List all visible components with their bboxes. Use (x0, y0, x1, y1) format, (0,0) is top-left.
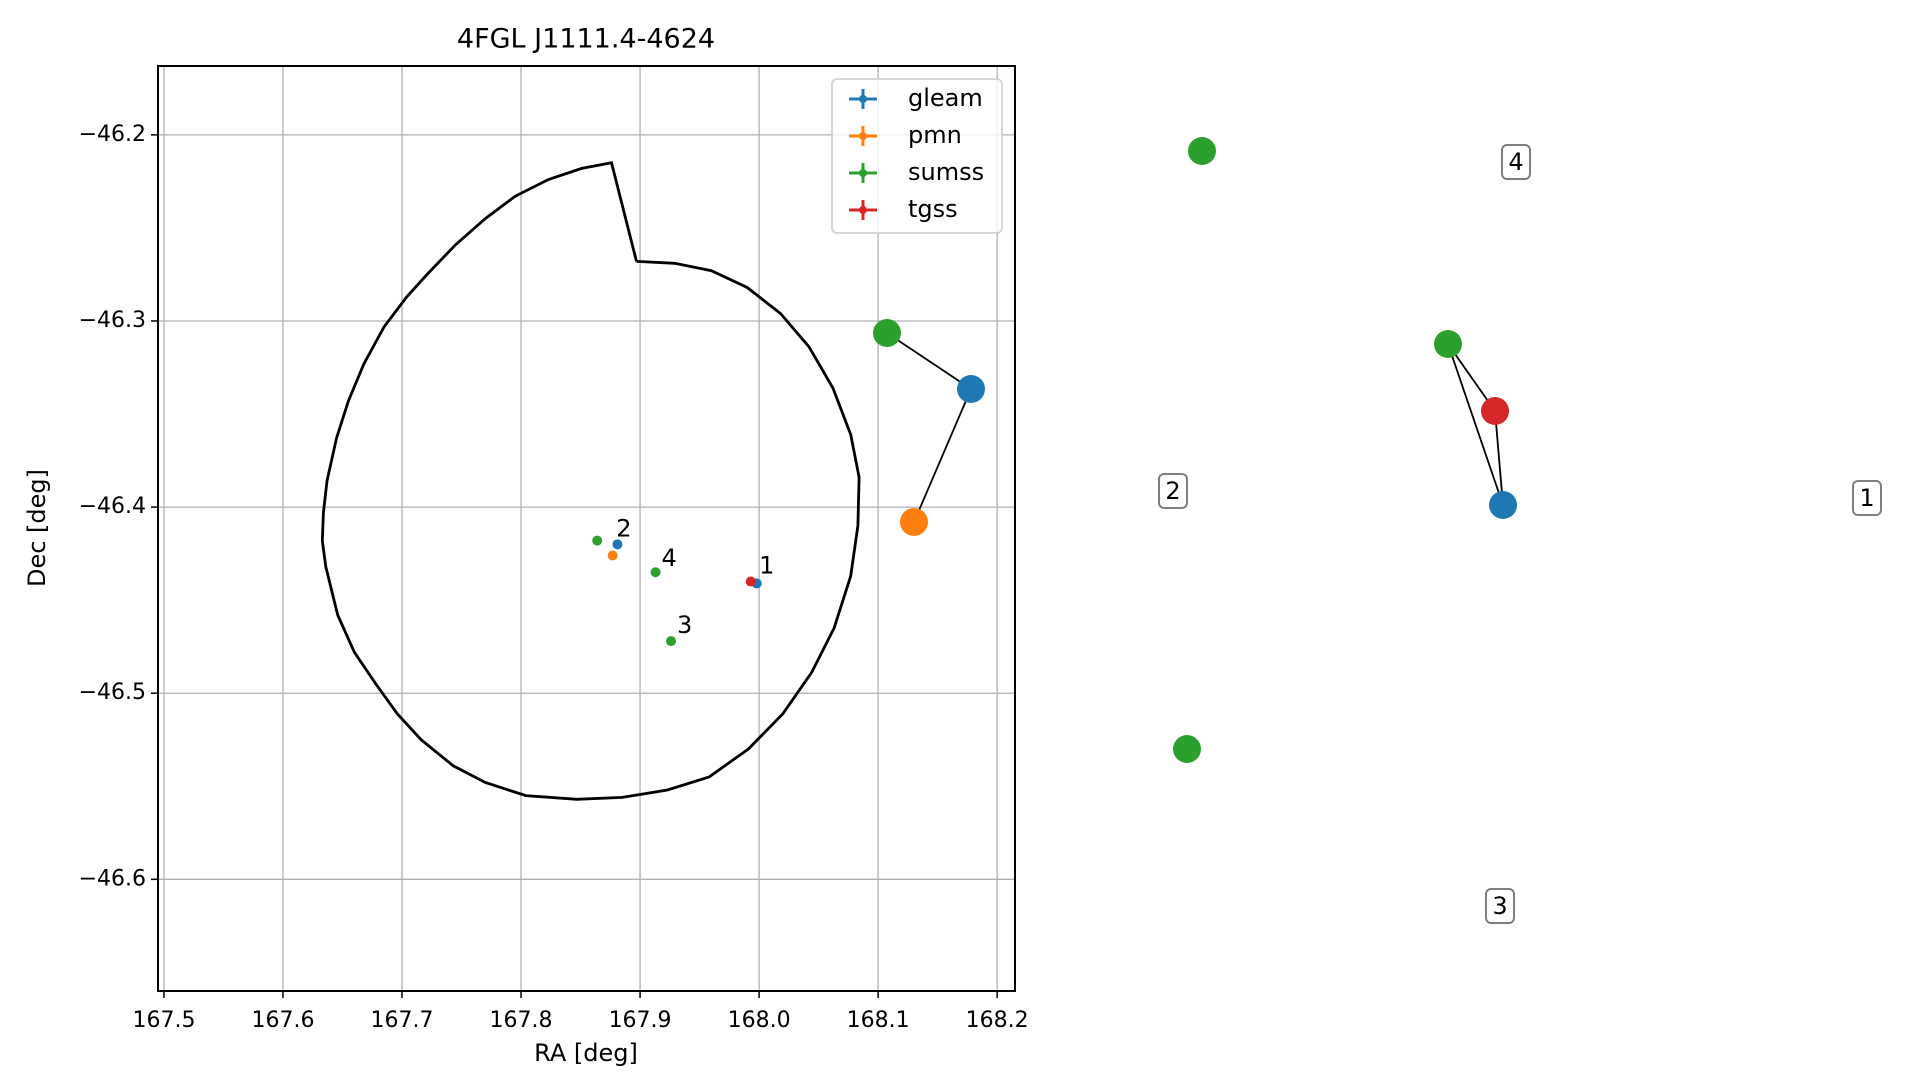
association-nodes (873, 137, 1517, 763)
sky-map-plot: 4FGL J1111.4-4624 24 13 167.5 167.6 167.7 16… (23, 24, 1029, 1068)
legend-label: tgss (908, 195, 958, 223)
chart-legend: gleam pmn sumss tgss (831, 78, 1003, 234)
legend-swatch-dot (859, 206, 867, 214)
group-label-text: 2 (1165, 477, 1180, 505)
group-label-text: 3 (1492, 892, 1507, 920)
group-label-text: 1 (1859, 484, 1874, 512)
source-markers (592, 535, 762, 647)
y-tick-label: −46.2 (79, 122, 146, 147)
gleam-point (612, 539, 623, 550)
group-label-box (1158, 473, 1188, 509)
legend-label: pmn (908, 121, 962, 149)
x-tick-label: 167.9 (609, 1008, 672, 1033)
grid-lines (158, 66, 1015, 991)
pmn-node (900, 508, 928, 536)
legend-label: sumss (908, 158, 984, 186)
x-axis-label: RA [deg] (534, 1039, 638, 1067)
legend-box (831, 78, 1003, 234)
group-label-box (1852, 480, 1882, 516)
legend-swatch-dot (859, 132, 867, 140)
group-labels: 1 2 3 4 (1158, 144, 1882, 924)
association-link (1447, 343, 1504, 506)
sumss-point (650, 567, 661, 578)
x-tick-label: 168.2 (966, 1008, 1029, 1033)
x-tick-label: 167.5 (132, 1008, 195, 1033)
sumss-point (666, 636, 677, 647)
tgss-node (1481, 397, 1509, 425)
gleam-node (957, 375, 985, 403)
legend-label: gleam (908, 84, 983, 112)
association-graph: 1 2 3 4 (873, 137, 1882, 924)
x-tick-label: 168.0 (728, 1008, 791, 1033)
x-tick-label: 167.6 (251, 1008, 314, 1033)
source-labels: 2 4 1 3 (616, 514, 774, 639)
legend-swatch-dot (859, 95, 867, 103)
sumss-point (592, 535, 603, 546)
source-number-label: 2 (616, 514, 631, 542)
y-axis-label: Dec [deg] (23, 469, 51, 587)
group-label-box (1485, 888, 1515, 924)
group-label-box (1501, 144, 1531, 180)
association-link (913, 388, 972, 523)
y-tick-label: −46.5 (79, 680, 146, 705)
association-links (886, 332, 1504, 523)
tgss-point (745, 576, 756, 587)
sumss-node (873, 319, 901, 347)
y-tick-label: −46.4 (79, 494, 146, 519)
x-tick-label: 168.1 (847, 1008, 910, 1033)
sumss-node (1188, 137, 1216, 165)
source-number-label: 4 (661, 544, 676, 572)
legend-swatch-dot (859, 169, 867, 177)
plot-frame (157, 65, 1016, 992)
group-label-text: 4 (1508, 148, 1523, 176)
source-number-label: 3 (677, 611, 692, 639)
ellipse-outline (320, 161, 861, 801)
pmn-point (607, 550, 618, 561)
error-ellipse (320, 161, 861, 801)
y-axis-ticks: −46.2 −46.3 −46.4 −46.5 −46.6 (79, 122, 158, 891)
gleam-node (1489, 491, 1517, 519)
sumss-node (1434, 330, 1462, 358)
y-tick-label: −46.6 (79, 866, 146, 891)
x-tick-label: 167.7 (371, 1008, 434, 1033)
sumss-node (1173, 735, 1201, 763)
source-number-label: 1 (759, 552, 774, 580)
chart-title: 4FGL J1111.4-4624 (457, 24, 715, 55)
x-axis-ticks: 167.5 167.6 167.7 167.8 167.9 168.0 168.1 168.2 (132, 991, 1029, 1033)
association-link (1494, 410, 1504, 506)
x-tick-label: 167.8 (490, 1008, 553, 1033)
association-link (886, 332, 972, 390)
y-tick-label: −46.3 (79, 308, 146, 333)
